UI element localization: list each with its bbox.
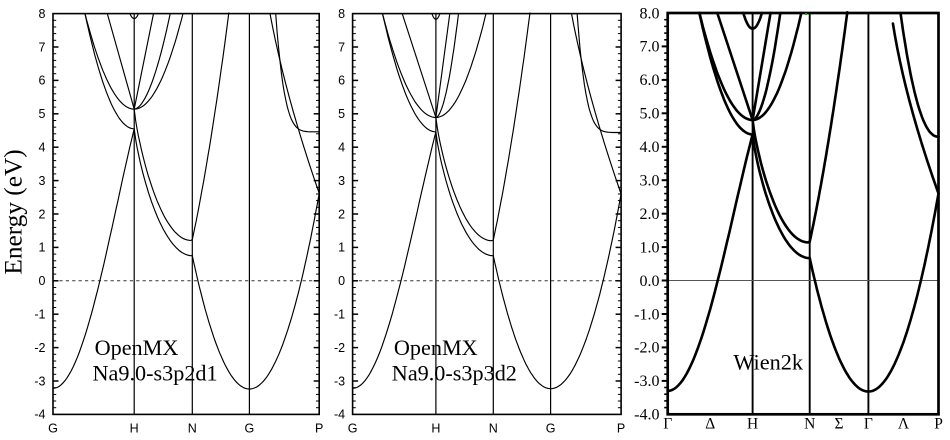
svg-text:3.0: 3.0: [640, 173, 660, 190]
svg-text:1.0: 1.0: [640, 239, 660, 256]
svg-text:3: 3: [39, 174, 46, 188]
svg-text:H: H: [130, 422, 139, 436]
svg-text:G: G: [546, 422, 556, 436]
svg-text:2: 2: [338, 207, 345, 221]
svg-text:2.0: 2.0: [640, 206, 660, 223]
svg-text:-1: -1: [34, 308, 45, 322]
svg-text:4: 4: [338, 141, 345, 155]
svg-text:8: 8: [338, 7, 345, 21]
svg-text:-3.0: -3.0: [634, 373, 659, 390]
svg-text:H: H: [431, 422, 440, 436]
svg-text:Energy (eV): Energy (eV): [0, 149, 28, 274]
svg-text:-2: -2: [34, 341, 45, 355]
svg-text:7: 7: [338, 40, 345, 54]
svg-text:0: 0: [39, 274, 46, 288]
svg-text:5.0: 5.0: [640, 106, 660, 123]
svg-text:-4: -4: [34, 408, 45, 422]
svg-text:-1: -1: [334, 308, 345, 322]
svg-text:5: 5: [338, 107, 345, 121]
svg-text:G: G: [48, 422, 58, 436]
svg-text:P: P: [934, 416, 943, 433]
svg-text:0.0: 0.0: [640, 273, 660, 290]
svg-text:-1.0: -1.0: [634, 306, 659, 323]
svg-text:7.0: 7.0: [640, 39, 660, 56]
svg-text:-2: -2: [334, 341, 345, 355]
svg-text:-2.0: -2.0: [634, 340, 659, 357]
svg-text:1: 1: [338, 241, 345, 255]
svg-text:-3: -3: [334, 374, 345, 388]
svg-text:3: 3: [338, 174, 345, 188]
svg-text:P: P: [617, 422, 625, 436]
svg-text:8: 8: [39, 7, 46, 21]
svg-text:Na9.0-s3p2d1: Na9.0-s3p2d1: [93, 360, 218, 385]
svg-text:1: 1: [39, 241, 46, 255]
svg-text:Γ: Γ: [663, 416, 672, 433]
svg-text:G: G: [348, 422, 358, 436]
svg-text:P: P: [315, 422, 323, 436]
svg-text:4: 4: [39, 141, 46, 155]
svg-text:H: H: [747, 416, 758, 433]
svg-text:8.0: 8.0: [640, 5, 660, 22]
svg-text:OpenMX: OpenMX: [95, 335, 179, 360]
svg-text:OpenMX: OpenMX: [394, 335, 478, 360]
svg-text:G: G: [245, 422, 255, 436]
svg-text:7: 7: [39, 40, 46, 54]
svg-text:5: 5: [39, 107, 46, 121]
svg-text:Λ: Λ: [898, 416, 910, 433]
svg-text:Na9.0-s3p3d2: Na9.0-s3p3d2: [392, 360, 517, 385]
svg-text:N: N: [188, 422, 197, 436]
svg-text:2: 2: [39, 207, 46, 221]
svg-text:6: 6: [338, 74, 345, 88]
svg-text:4.0: 4.0: [640, 139, 660, 156]
svg-text:-4.0: -4.0: [634, 407, 659, 424]
svg-text:Wien2k: Wien2k: [733, 350, 804, 375]
svg-text:Γ: Γ: [864, 416, 873, 433]
svg-text:0: 0: [338, 274, 345, 288]
svg-text:Σ: Σ: [834, 416, 843, 433]
svg-text:-3: -3: [34, 374, 45, 388]
svg-text:Δ: Δ: [705, 416, 715, 433]
svg-text:6.0: 6.0: [640, 72, 660, 89]
svg-text:N: N: [489, 422, 498, 436]
svg-text:N: N: [804, 416, 815, 433]
svg-text:-4: -4: [334, 408, 345, 422]
svg-text:6: 6: [39, 74, 46, 88]
